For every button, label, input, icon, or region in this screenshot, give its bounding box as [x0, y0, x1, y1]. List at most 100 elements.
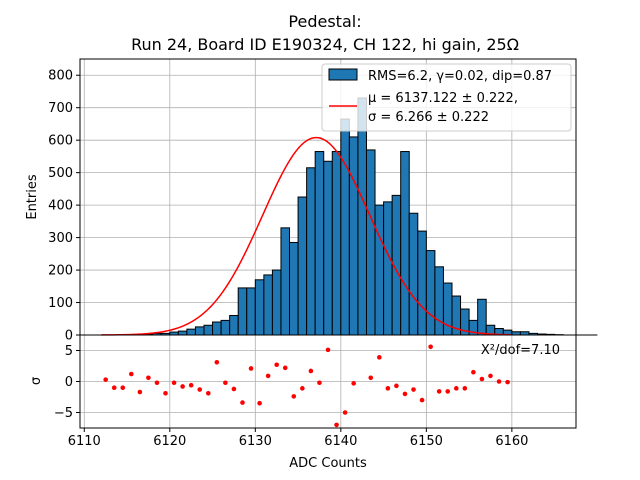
- histogram-bar: [186, 328, 196, 336]
- histogram-bar: [263, 274, 273, 336]
- chi2-annotation: X²/dof=7.10: [481, 343, 560, 358]
- residual-point: [342, 410, 348, 415]
- top-y-tick-label: 400: [48, 199, 73, 214]
- residual-point: [146, 375, 151, 381]
- histogram-bar: [314, 151, 325, 336]
- histogram-bar: [194, 326, 205, 336]
- histogram-bar: [331, 151, 342, 336]
- bottom-y-axis-label: σ: [29, 377, 44, 385]
- top-y-tick-label: 300: [48, 231, 73, 246]
- residual-point: [308, 368, 314, 374]
- residual-point: [317, 380, 322, 386]
- residual-point: [334, 422, 339, 428]
- residual-point: [248, 366, 254, 371]
- residual-point: [223, 380, 228, 386]
- legend-histogram-label: RMS=6.2, γ=0.02, dip=0.87: [368, 69, 552, 84]
- x-tick-label: 6110: [68, 434, 101, 449]
- residual-point: [282, 365, 288, 371]
- residual-point: [163, 390, 168, 396]
- residual-point: [479, 376, 485, 382]
- top-y-tick-label: 500: [48, 166, 73, 181]
- residual-point: [240, 400, 245, 405]
- legend: RMS=6.2, γ=0.02, dip=0.87 μ = 6137.122 ±…: [321, 63, 572, 132]
- histogram-bar: [229, 315, 239, 336]
- residual-point: [453, 386, 459, 391]
- x-tick-label: 6150: [410, 434, 443, 449]
- residual-point: [257, 400, 262, 406]
- histogram-bar: [417, 230, 427, 336]
- chart-title-line2: Run 24, Board ID E190324, CH 122, hi gai…: [131, 35, 519, 54]
- histogram-bar: [348, 136, 359, 336]
- top-y-tick-label: 100: [48, 296, 73, 311]
- residual-point: [325, 347, 331, 353]
- histogram-bar: [365, 149, 376, 336]
- residual-point: [368, 375, 374, 381]
- residual-point: [402, 391, 408, 397]
- residual-point: [265, 373, 271, 379]
- residual-point: [291, 394, 297, 399]
- chart-title: Pedestal: Run 24, Board ID E190324, CH 1…: [131, 12, 519, 54]
- top-y-tick-label: 0: [65, 329, 73, 344]
- top-y-tick-label: 200: [48, 264, 73, 279]
- histogram-bar: [400, 151, 410, 336]
- histogram-bar: [383, 201, 393, 336]
- histogram-bar: [220, 319, 231, 336]
- residual-point: [385, 386, 391, 391]
- residual-point: [411, 387, 416, 392]
- histogram-bar: [425, 250, 436, 336]
- residual-point: [394, 383, 399, 389]
- histogram-bar: [306, 167, 316, 336]
- residual-point: [471, 369, 476, 375]
- residual-point: [377, 355, 382, 360]
- histogram-bar: [271, 269, 282, 336]
- top-y-tick-label: 600: [48, 134, 73, 149]
- x-axis-ticks: 6110 6120 6130 6140 6150 6160: [68, 428, 528, 449]
- histogram-bar: [434, 266, 444, 336]
- bottom-y-tick-label: −5: [54, 406, 73, 421]
- residual-point: [488, 373, 493, 379]
- residual-point: [103, 377, 108, 382]
- histogram-bar: [297, 196, 308, 336]
- residual-point: [419, 397, 425, 403]
- histogram-bar: [177, 330, 188, 336]
- residual-point: [496, 379, 502, 384]
- residual-point: [180, 384, 185, 389]
- residual-point: [111, 385, 117, 391]
- residual-point: [428, 344, 433, 350]
- residual-point: [214, 359, 220, 365]
- top-y-axis-label: Entries: [25, 174, 40, 220]
- bottom-y-tick-label: 5: [65, 344, 73, 359]
- legend-histogram-swatch: [328, 68, 358, 81]
- histogram-bar: [280, 227, 291, 336]
- x-tick-label: 6160: [495, 434, 528, 449]
- residual-point: [137, 389, 143, 395]
- top-y-tick-label: 700: [48, 101, 73, 116]
- legend-box: [321, 63, 572, 132]
- histogram-bar: [212, 321, 222, 336]
- residual-point: [120, 385, 126, 391]
- histogram-bars: [101, 97, 598, 336]
- histogram-bar: [237, 287, 248, 336]
- bottom-y-axis-ticks: −5 0 5: [54, 344, 80, 421]
- gaussian-fit-line: [101, 136, 512, 336]
- residual-point: [436, 389, 442, 394]
- residual-point: [274, 362, 279, 368]
- histogram-bar: [357, 97, 367, 336]
- residual-point: [171, 380, 177, 386]
- residual-point: [505, 379, 510, 385]
- histogram-bar: [477, 298, 487, 336]
- residual-point: [351, 381, 356, 386]
- chart-title-line1: Pedestal:: [288, 12, 361, 31]
- residual-point: [445, 389, 451, 394]
- top-y-axis-ticks: 0 100 200 300 400 500 600 700 800: [48, 69, 80, 344]
- histogram-bar: [408, 212, 419, 336]
- histogram-bar: [323, 160, 333, 336]
- legend-fit-mu: μ = 6137.122 ± 0.222,: [368, 91, 518, 106]
- histogram-bar: [254, 279, 265, 336]
- residual-point: [129, 371, 134, 377]
- residual-points: [103, 344, 510, 428]
- residual-point: [188, 382, 194, 388]
- x-tick-label: 6130: [239, 434, 272, 449]
- residual-point: [197, 387, 203, 392]
